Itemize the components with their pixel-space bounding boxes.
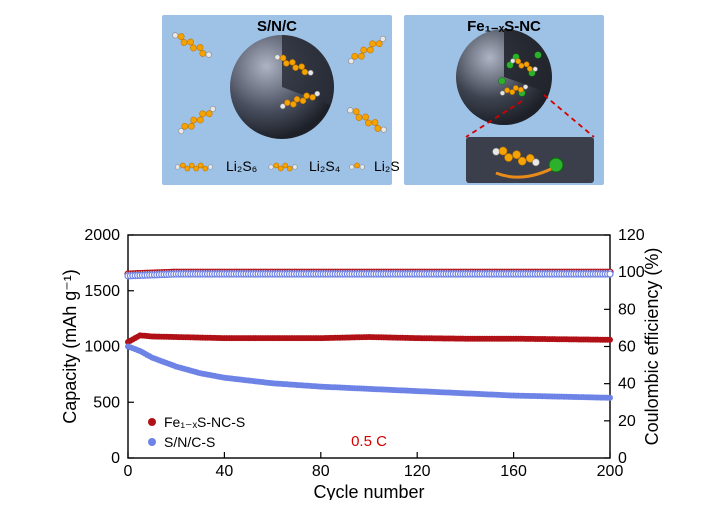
yr-tick-label: 0 <box>618 450 627 467</box>
yl-tick-label: 500 <box>93 394 120 411</box>
chart-container: S/N/C Li₂S₆ Li₂S₄ Li₂S Fe₁₋ₓS-NC 0 40 80 120 160 2… <box>50 10 670 500</box>
species-label: Li₂S₄ <box>309 158 341 174</box>
inset-right-label: Fe₁₋ₓS-NC <box>467 18 541 35</box>
legend-marker <box>148 438 156 446</box>
yr-tick-label: 80 <box>618 301 636 318</box>
yl-tick-label: 1000 <box>84 339 120 356</box>
legend-label: Fe₁₋ₓS-NC-S <box>164 414 245 430</box>
series-Fe1-xS-NC-S-cap <box>125 332 613 345</box>
series-S/N/C-S-cap <box>125 344 613 401</box>
x-tick-label: 0 <box>124 463 133 480</box>
rate-annotation: 0.5 C <box>351 433 387 450</box>
legend-label: S/N/C-S <box>164 434 215 450</box>
x-tick-label: 160 <box>500 463 527 480</box>
x-axis-label: Cycle number <box>313 482 424 500</box>
legend: Fe₁₋ₓS-NC-S S/N/C-S <box>148 414 245 450</box>
yr-tick-label: 120 <box>618 227 645 244</box>
fe-site <box>535 52 542 59</box>
yr-tick-label: 100 <box>618 264 645 281</box>
species-label: Li₂S <box>374 158 400 174</box>
legend-marker <box>148 418 156 426</box>
x-tick-label: 80 <box>312 463 330 480</box>
y-left-axis-label: Capacity (mAh g⁻¹) <box>60 269 80 424</box>
yr-tick-label: 40 <box>618 376 636 393</box>
yr-tick-label: 60 <box>618 339 636 356</box>
yr-tick-label: 20 <box>618 413 636 430</box>
fe-site <box>499 78 506 85</box>
yl-tick-label: 1500 <box>84 283 120 300</box>
inset-left-label: S/N/C <box>257 18 297 35</box>
yl-tick-label: 0 <box>111 450 120 467</box>
yl-tick-label: 2000 <box>84 227 120 244</box>
series-S/N/C-S-CE <box>125 271 613 279</box>
x-tick-label: 120 <box>404 463 431 480</box>
chart-svg: S/N/C Li₂S₆ Li₂S₄ Li₂S Fe₁₋ₓS-NC 0 40 80 120 160 2… <box>50 10 670 500</box>
species-label: Li₂S₆ <box>226 158 257 174</box>
x-tick-label: 40 <box>216 463 234 480</box>
y-right-axis-label: Coulombic efficiency (%) <box>642 248 662 446</box>
